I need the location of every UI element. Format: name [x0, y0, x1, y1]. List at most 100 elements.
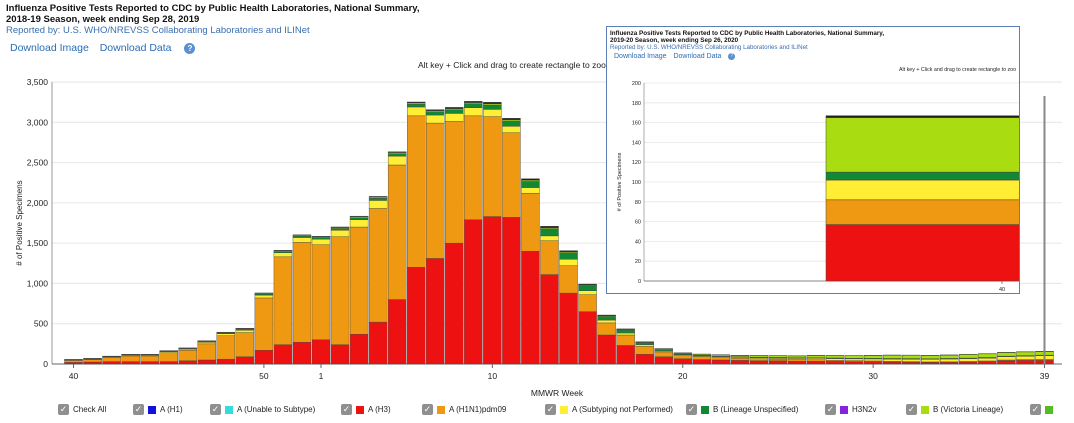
bar-segment	[368, 197, 388, 201]
legend-item[interactable]: ✓ B (Victoria Lineage)	[906, 404, 1003, 415]
bar-segment	[140, 355, 159, 362]
legend-label: A (Unable to Subtype)	[237, 405, 316, 414]
legend-checkbox[interactable]: ✓	[210, 404, 221, 415]
bar-segment	[311, 244, 331, 341]
bar-segment	[882, 358, 902, 362]
legend-checkbox[interactable]: ✓	[133, 404, 144, 415]
bar-segment	[254, 297, 274, 351]
bar-segment	[426, 258, 445, 365]
download-data-link[interactable]: Download Data	[99, 42, 172, 54]
y-tick-label: 2,000	[27, 198, 49, 208]
bar-segment	[254, 350, 274, 365]
bar-segment	[292, 342, 312, 365]
bar-segment	[844, 358, 864, 361]
bar-segment	[901, 362, 921, 365]
bar-segment	[597, 316, 616, 321]
bar-segment	[349, 215, 369, 217]
legend-checkbox[interactable]: ✓	[545, 404, 556, 415]
bar-segment	[502, 132, 521, 218]
legend-checkbox[interactable]: ✓	[906, 404, 917, 415]
legend-item[interactable]: ✓ A (H1)	[133, 404, 183, 415]
bar-segment	[235, 332, 255, 357]
inset-download-image-link[interactable]: Download Image	[614, 53, 667, 61]
bar-segment	[197, 342, 217, 345]
bar-segment	[978, 361, 997, 365]
zoom-hint: Alt key + Click and drag to create recta…	[418, 60, 622, 70]
bar-segment	[711, 357, 731, 361]
bar-segment	[997, 360, 1016, 365]
bar-segment	[882, 361, 902, 365]
bar-segment	[349, 333, 369, 365]
bar-segment	[197, 359, 217, 365]
inset-help-icon[interactable]: ?	[728, 53, 736, 60]
bar-segment	[578, 290, 597, 295]
legend-swatch	[148, 405, 156, 414]
legend-checkbox[interactable]: ✓	[825, 404, 836, 415]
chart-title-line-1: Influenza Positive Tests Reported to CDC…	[6, 3, 420, 14]
bar-segment	[83, 359, 102, 363]
bar-segment	[940, 362, 959, 365]
legend-item[interactable]: ✓ Check All	[58, 404, 106, 415]
legend-checkbox[interactable]: ✓	[1030, 404, 1041, 415]
legend-item[interactable]: ✓ B (Lineage Unspecified)	[686, 404, 798, 415]
bar-segment	[387, 153, 407, 157]
bar-segment	[597, 319, 616, 324]
legend-label: B (Victoria Lineage)	[933, 405, 1004, 414]
bar-segment	[959, 354, 978, 359]
legend-checkbox[interactable]: ✓	[686, 404, 697, 415]
bar-segment	[673, 355, 692, 359]
inset-download-data-link[interactable]: Download Data	[673, 53, 722, 61]
legend-swatch	[701, 405, 709, 414]
bar-segment	[178, 360, 197, 365]
bar-segment	[635, 354, 654, 365]
legend-checkbox[interactable]: ✓	[341, 404, 352, 415]
legend-item[interactable]: ✓ A (H3)	[341, 404, 391, 415]
inset-chart-window: 0 20 40 60 80 100 120 140 160 180 200 40 # of Positi…	[606, 26, 1020, 294]
bar-segment	[616, 334, 635, 346]
inset-y-axis-title: # of Positive Specimens	[617, 152, 623, 211]
bar-segment	[521, 192, 540, 252]
y-tick-label: 1,000	[27, 278, 49, 288]
y-tick-label: 3,000	[27, 117, 49, 127]
x-tick-label: 20	[678, 371, 688, 381]
y-tick-label: 3,500	[27, 77, 49, 87]
bar-segment	[273, 256, 293, 345]
legend-item[interactable]: ✓ A (Unable to Subtype)	[210, 404, 315, 415]
download-links: Download Image Download Data ?	[10, 42, 203, 54]
bar-segment	[559, 259, 578, 266]
bar-segment	[578, 294, 597, 312]
inset-download-links: Download Image Download Data ?	[614, 53, 740, 60]
bar-segment	[140, 361, 159, 365]
legend-item[interactable]: ✓	[1030, 404, 1057, 415]
help-icon[interactable]: ?	[184, 42, 196, 54]
bar-segment	[387, 155, 407, 166]
inset-bar-chart[interactable]: 0 20 40 60 80 100 120 140 160 180 200 40 # of Positi…	[607, 27, 1020, 294]
y-tick-label: 500	[34, 319, 48, 329]
bar-segment	[292, 237, 312, 243]
legend-label: H3N2v	[852, 405, 877, 414]
x-axis-title: MMWR Week	[531, 388, 584, 398]
bar-segment	[445, 121, 464, 244]
legend-item[interactable]: ✓ A (H1N1)pdm09	[422, 404, 506, 415]
bar-segment	[426, 111, 445, 116]
legend-checkbox[interactable]: ✓	[422, 404, 433, 415]
inset-bar-segment	[825, 171, 1019, 181]
legend-item[interactable]: ✓ H3N2v	[825, 404, 876, 415]
y-tick-label: 1,500	[27, 238, 49, 248]
bar-segment	[578, 285, 597, 291]
bar-segment	[64, 362, 83, 365]
legend-item[interactable]: ✓ A (Subtyping not Performed)	[545, 404, 673, 415]
bar-segment	[1016, 351, 1035, 356]
inset-title-line-1: Influenza Positive Tests Reported to CDC…	[610, 30, 885, 37]
bar-segment	[597, 334, 616, 365]
bar-segment	[406, 103, 426, 108]
inset-y-tick-label: 0	[638, 279, 641, 285]
bar-segment	[787, 355, 807, 358]
bar-segment	[483, 216, 502, 365]
bar-segment	[521, 178, 540, 181]
download-image-link[interactable]: Download Image	[10, 42, 89, 54]
bar-segment	[863, 355, 883, 359]
bar-segment	[1016, 355, 1035, 360]
legend-checkbox[interactable]: ✓	[58, 404, 69, 415]
